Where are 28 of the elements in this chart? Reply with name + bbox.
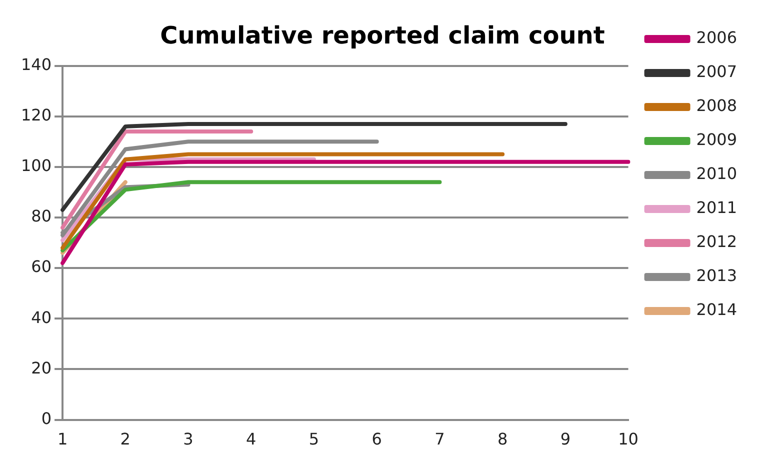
x-tick-label: 3 xyxy=(183,430,194,449)
legend-label: 2010 xyxy=(696,164,737,184)
chart-title: Cumulative reported claim count xyxy=(160,22,605,50)
legend-label: 2014 xyxy=(696,300,737,320)
x-tick-label: 10 xyxy=(618,430,638,449)
x-tick-label: 4 xyxy=(246,430,256,449)
y-tick-label: 40 xyxy=(31,308,52,327)
legend-label: 2009 xyxy=(696,130,737,150)
x-tick-label: 8 xyxy=(497,430,508,449)
y-tick-label: 20 xyxy=(31,358,52,378)
legend-label: 2012 xyxy=(696,232,737,252)
y-tick-label: 60 xyxy=(31,257,52,276)
y-tick-label: 140 xyxy=(20,54,52,74)
y-tick-label: 120 xyxy=(20,106,52,125)
legend-label: 2013 xyxy=(696,266,737,286)
legend-label: 2008 xyxy=(696,96,737,116)
y-tick-label: 0 xyxy=(41,408,52,428)
legend-label: 2006 xyxy=(696,28,737,48)
legend-label: 2011 xyxy=(696,198,737,218)
x-tick-label: 2 xyxy=(120,430,130,449)
x-tick-label: 9 xyxy=(560,430,571,449)
x-tick-label: 5 xyxy=(308,430,320,449)
y-tick-label: 100 xyxy=(20,156,52,176)
legend-label: 2007 xyxy=(696,62,737,82)
x-tick-label: 1 xyxy=(57,430,68,449)
y-tick-label: 80 xyxy=(31,206,52,226)
x-tick-label: 7 xyxy=(434,430,445,449)
x-tick-label: 6 xyxy=(372,430,382,449)
